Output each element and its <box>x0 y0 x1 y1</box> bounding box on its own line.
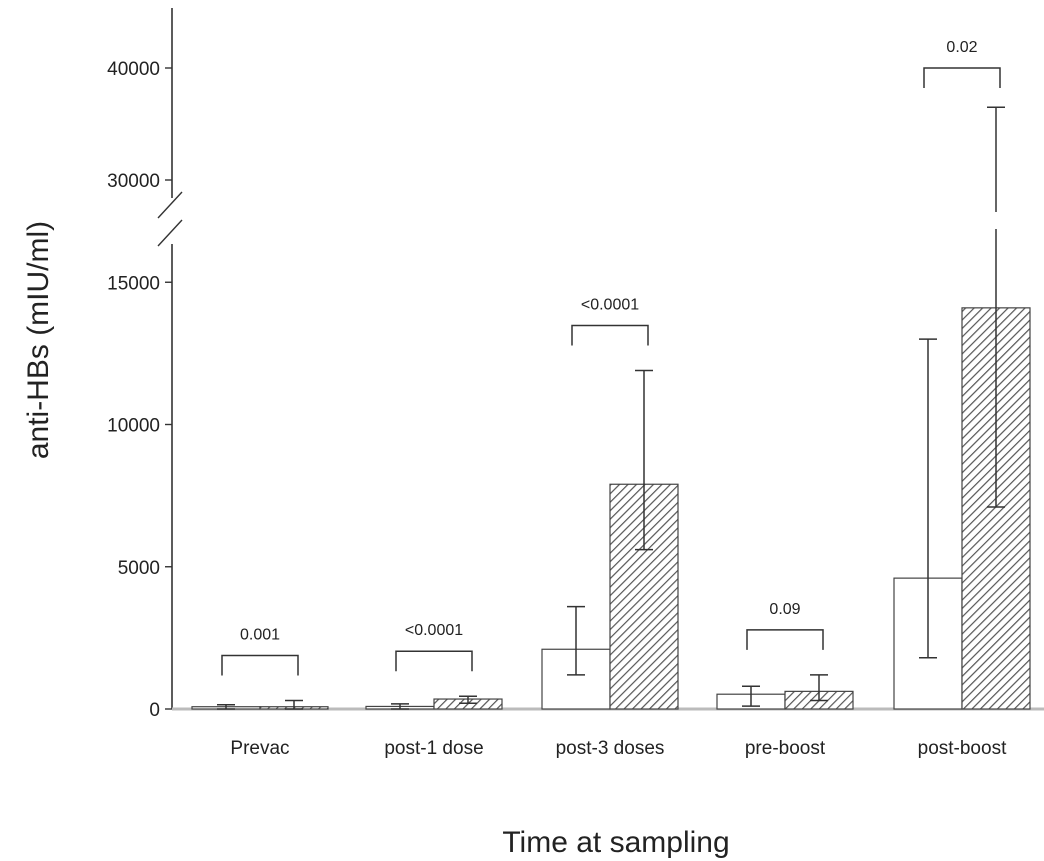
y-tick-label: 30000 <box>107 171 160 192</box>
x-tick-label: post-3 doses <box>556 738 665 759</box>
axis-break-mark <box>157 219 183 247</box>
comparison-bracket <box>571 324 649 346</box>
y-axis-label: anti-HBs (mIU/ml) <box>22 221 55 459</box>
bars <box>191 307 1031 710</box>
x-tick-label: post-1 dose <box>384 738 483 759</box>
p-value-label: 0.02 <box>946 39 977 56</box>
x-tick-label: pre-boost <box>745 738 826 759</box>
y-tick-label: 0 <box>149 700 160 721</box>
x-tick-label: Prevac <box>230 738 289 759</box>
x-axis-label: Time at sampling <box>502 826 729 859</box>
p-value-label: <0.0001 <box>581 296 639 313</box>
p-value-label: 0.09 <box>769 601 800 618</box>
comparison-bracket <box>923 67 1001 88</box>
y-tick-label: 10000 <box>107 416 160 437</box>
comparison-bracket <box>221 654 299 676</box>
p-value-label: <0.0001 <box>405 622 463 639</box>
comparison-brackets: 0.001 <0.0001 <0.0001 0.09 0.02 <box>221 39 1001 676</box>
comparison-bracket <box>395 650 473 672</box>
comparison-bracket <box>746 629 824 650</box>
error-bars <box>217 106 1005 710</box>
axis-break-mark <box>157 191 183 219</box>
p-value-label: 0.001 <box>240 626 280 643</box>
y-tick-label: 40000 <box>107 59 160 80</box>
y-tick-label: 5000 <box>118 558 160 579</box>
y-tick-label: 15000 <box>107 273 160 294</box>
x-tick-label: post-boost <box>918 738 1007 759</box>
x-axis: Prevac post-1 dose post-3 doses pre-boost po… <box>230 738 1007 759</box>
